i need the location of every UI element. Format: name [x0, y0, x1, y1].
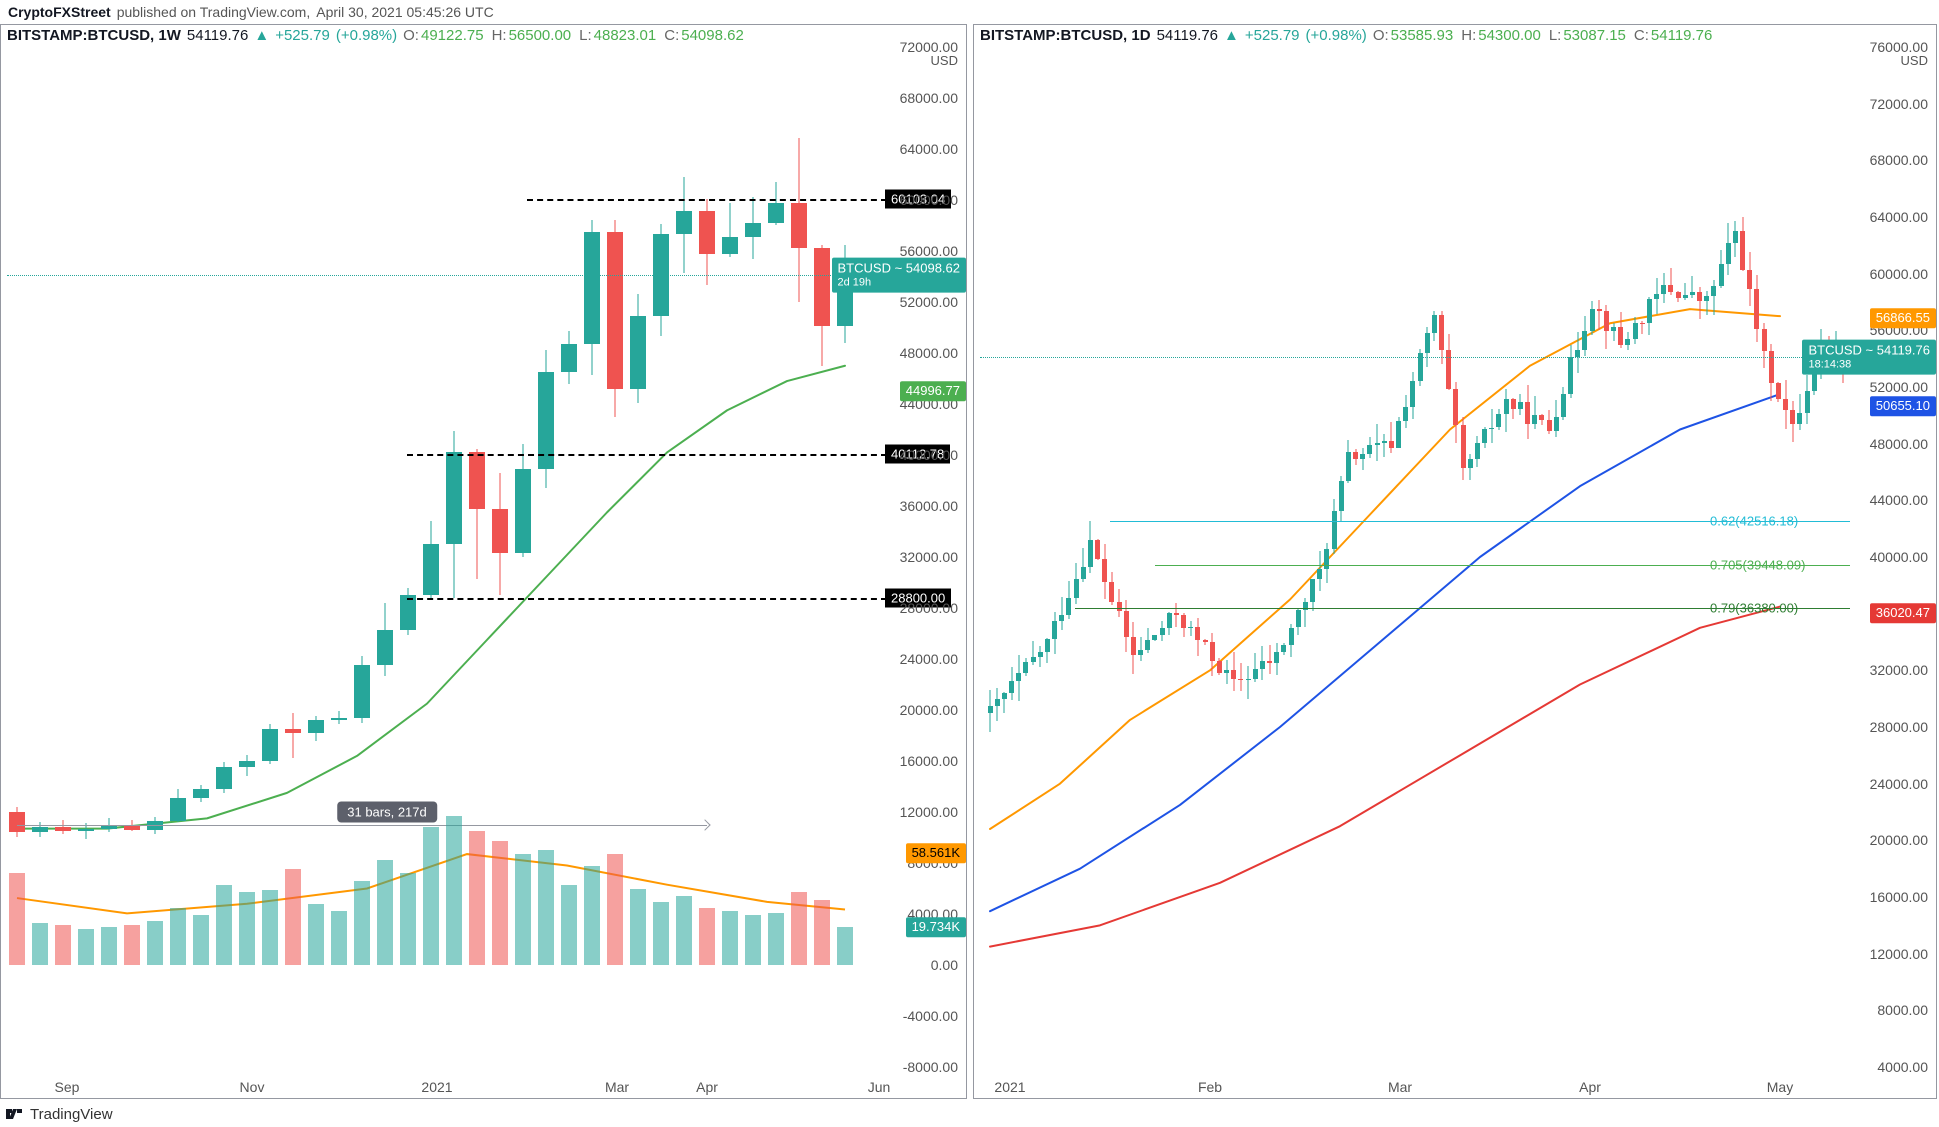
- weekly-chart-panel[interactable]: BITSTAMP:BTCUSD, 1W 54119.76 ▲ +525.79 (…: [0, 24, 967, 1099]
- footer: TradingView: [6, 1105, 113, 1123]
- symbol: BITSTAMP:BTCUSD, 1W: [7, 27, 181, 44]
- page-header: CryptoFXStreet published on TradingView.…: [0, 0, 1939, 24]
- timestamp: April 30, 2021 05:45:26 UTC: [316, 4, 493, 20]
- published-on: published on TradingView.com,: [117, 4, 311, 20]
- legend-left: BITSTAMP:BTCUSD, 1W 54119.76 ▲ +525.79 (…: [7, 27, 746, 44]
- daily-chart-panel[interactable]: BITSTAMP:BTCUSD, 1D 54119.76 ▲ +525.79 (…: [973, 24, 1937, 1099]
- brand: CryptoFXStreet: [8, 4, 111, 20]
- symbol: BITSTAMP:BTCUSD, 1D: [980, 27, 1151, 44]
- legend-right: BITSTAMP:BTCUSD, 1D 54119.76 ▲ +525.79 (…: [980, 27, 1714, 44]
- tradingview-icon: [6, 1105, 24, 1123]
